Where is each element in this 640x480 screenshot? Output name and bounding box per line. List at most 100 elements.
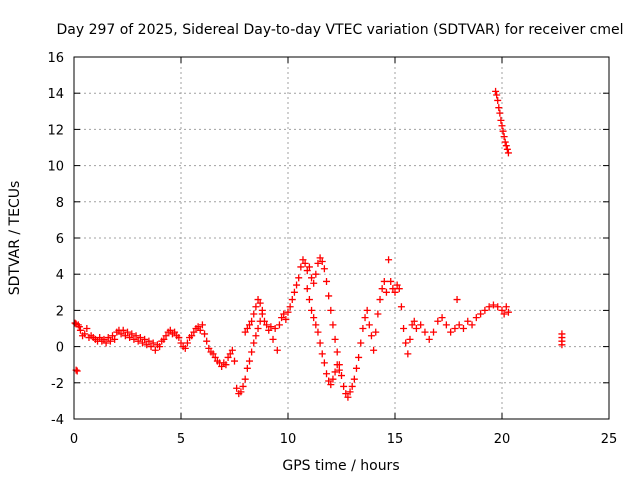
data-point xyxy=(442,321,450,329)
data-point xyxy=(425,335,433,343)
data-point xyxy=(331,335,339,343)
data-point xyxy=(117,330,125,338)
data-point xyxy=(254,296,262,304)
data-point xyxy=(166,326,174,334)
data-point xyxy=(312,270,320,278)
data-point xyxy=(438,314,446,322)
data-point xyxy=(378,285,386,293)
data-point xyxy=(365,321,373,329)
data-point xyxy=(126,334,134,342)
data-point xyxy=(136,334,144,342)
data-point xyxy=(218,363,226,371)
data-point xyxy=(237,388,245,396)
data-point xyxy=(188,332,196,340)
data-point xyxy=(295,274,303,282)
data-point xyxy=(252,303,260,311)
data-point xyxy=(303,267,311,275)
data-point xyxy=(241,328,249,336)
data-point xyxy=(340,382,348,390)
data-point xyxy=(275,321,283,329)
data-point xyxy=(325,292,333,300)
data-point xyxy=(308,274,316,282)
data-point xyxy=(124,328,131,336)
data-point xyxy=(138,339,146,347)
x-tick-label: 20 xyxy=(494,432,511,447)
data-point xyxy=(312,321,320,329)
x-tick-label: 10 xyxy=(280,432,297,447)
data-point xyxy=(96,334,104,342)
y-tick-label: 14 xyxy=(47,87,64,102)
data-point xyxy=(284,308,292,316)
x-axis-label: GPS time / hours xyxy=(282,458,399,474)
data-point xyxy=(209,350,217,358)
data-point xyxy=(412,325,420,332)
data-point xyxy=(493,91,501,99)
data-point xyxy=(363,306,371,314)
data-point xyxy=(222,361,230,369)
data-point xyxy=(119,326,127,334)
data-point xyxy=(472,314,480,322)
data-point xyxy=(241,375,249,383)
data-point xyxy=(297,263,305,271)
data-point xyxy=(134,337,142,345)
data-point xyxy=(385,256,393,264)
data-point xyxy=(404,350,412,358)
data-point xyxy=(151,346,159,354)
data-point xyxy=(175,334,183,342)
data-point xyxy=(156,343,164,351)
data-point xyxy=(327,381,335,389)
data-point xyxy=(239,382,247,390)
data-point xyxy=(278,314,286,322)
data-point xyxy=(273,346,281,354)
data-point xyxy=(468,321,476,329)
data-point xyxy=(402,339,410,347)
data-point xyxy=(453,296,461,304)
data-point xyxy=(250,310,258,318)
data-point xyxy=(282,315,290,323)
data-point xyxy=(459,325,467,332)
y-tick-label: 4 xyxy=(56,268,64,283)
data-point xyxy=(434,317,442,325)
data-point xyxy=(177,339,185,347)
data-point xyxy=(171,328,179,336)
data-point xyxy=(327,306,335,314)
data-point xyxy=(320,265,328,273)
data-point xyxy=(130,335,138,343)
data-point xyxy=(372,328,380,336)
data-point xyxy=(498,306,506,314)
data-point xyxy=(499,127,507,135)
data-point xyxy=(451,325,459,332)
data-point xyxy=(352,364,360,372)
data-point xyxy=(310,279,318,287)
data-point xyxy=(314,259,322,267)
y-tick-label: 6 xyxy=(56,232,64,247)
data-point xyxy=(254,325,262,332)
data-point xyxy=(374,310,382,318)
data-point xyxy=(181,344,189,352)
y-tick-label: 0 xyxy=(56,341,64,356)
data-point xyxy=(318,258,326,266)
data-point xyxy=(160,335,168,343)
plot-frame xyxy=(73,56,610,420)
data-point xyxy=(76,326,84,334)
data-point xyxy=(211,353,219,361)
data-point xyxy=(280,310,288,318)
data-point xyxy=(73,367,81,375)
data-point xyxy=(361,314,369,322)
data-point xyxy=(357,339,365,347)
data-point xyxy=(406,335,414,343)
data-point xyxy=(495,104,503,112)
data-point xyxy=(293,281,301,289)
data-point xyxy=(387,277,395,285)
data-point xyxy=(303,285,311,293)
data-point xyxy=(265,326,273,334)
data-point xyxy=(410,317,418,325)
data-point xyxy=(271,325,279,332)
data-point xyxy=(338,372,345,380)
data-point xyxy=(346,388,354,396)
data-point xyxy=(260,317,268,325)
data-point xyxy=(455,321,463,329)
data-point xyxy=(205,344,213,352)
data-point xyxy=(310,314,318,322)
